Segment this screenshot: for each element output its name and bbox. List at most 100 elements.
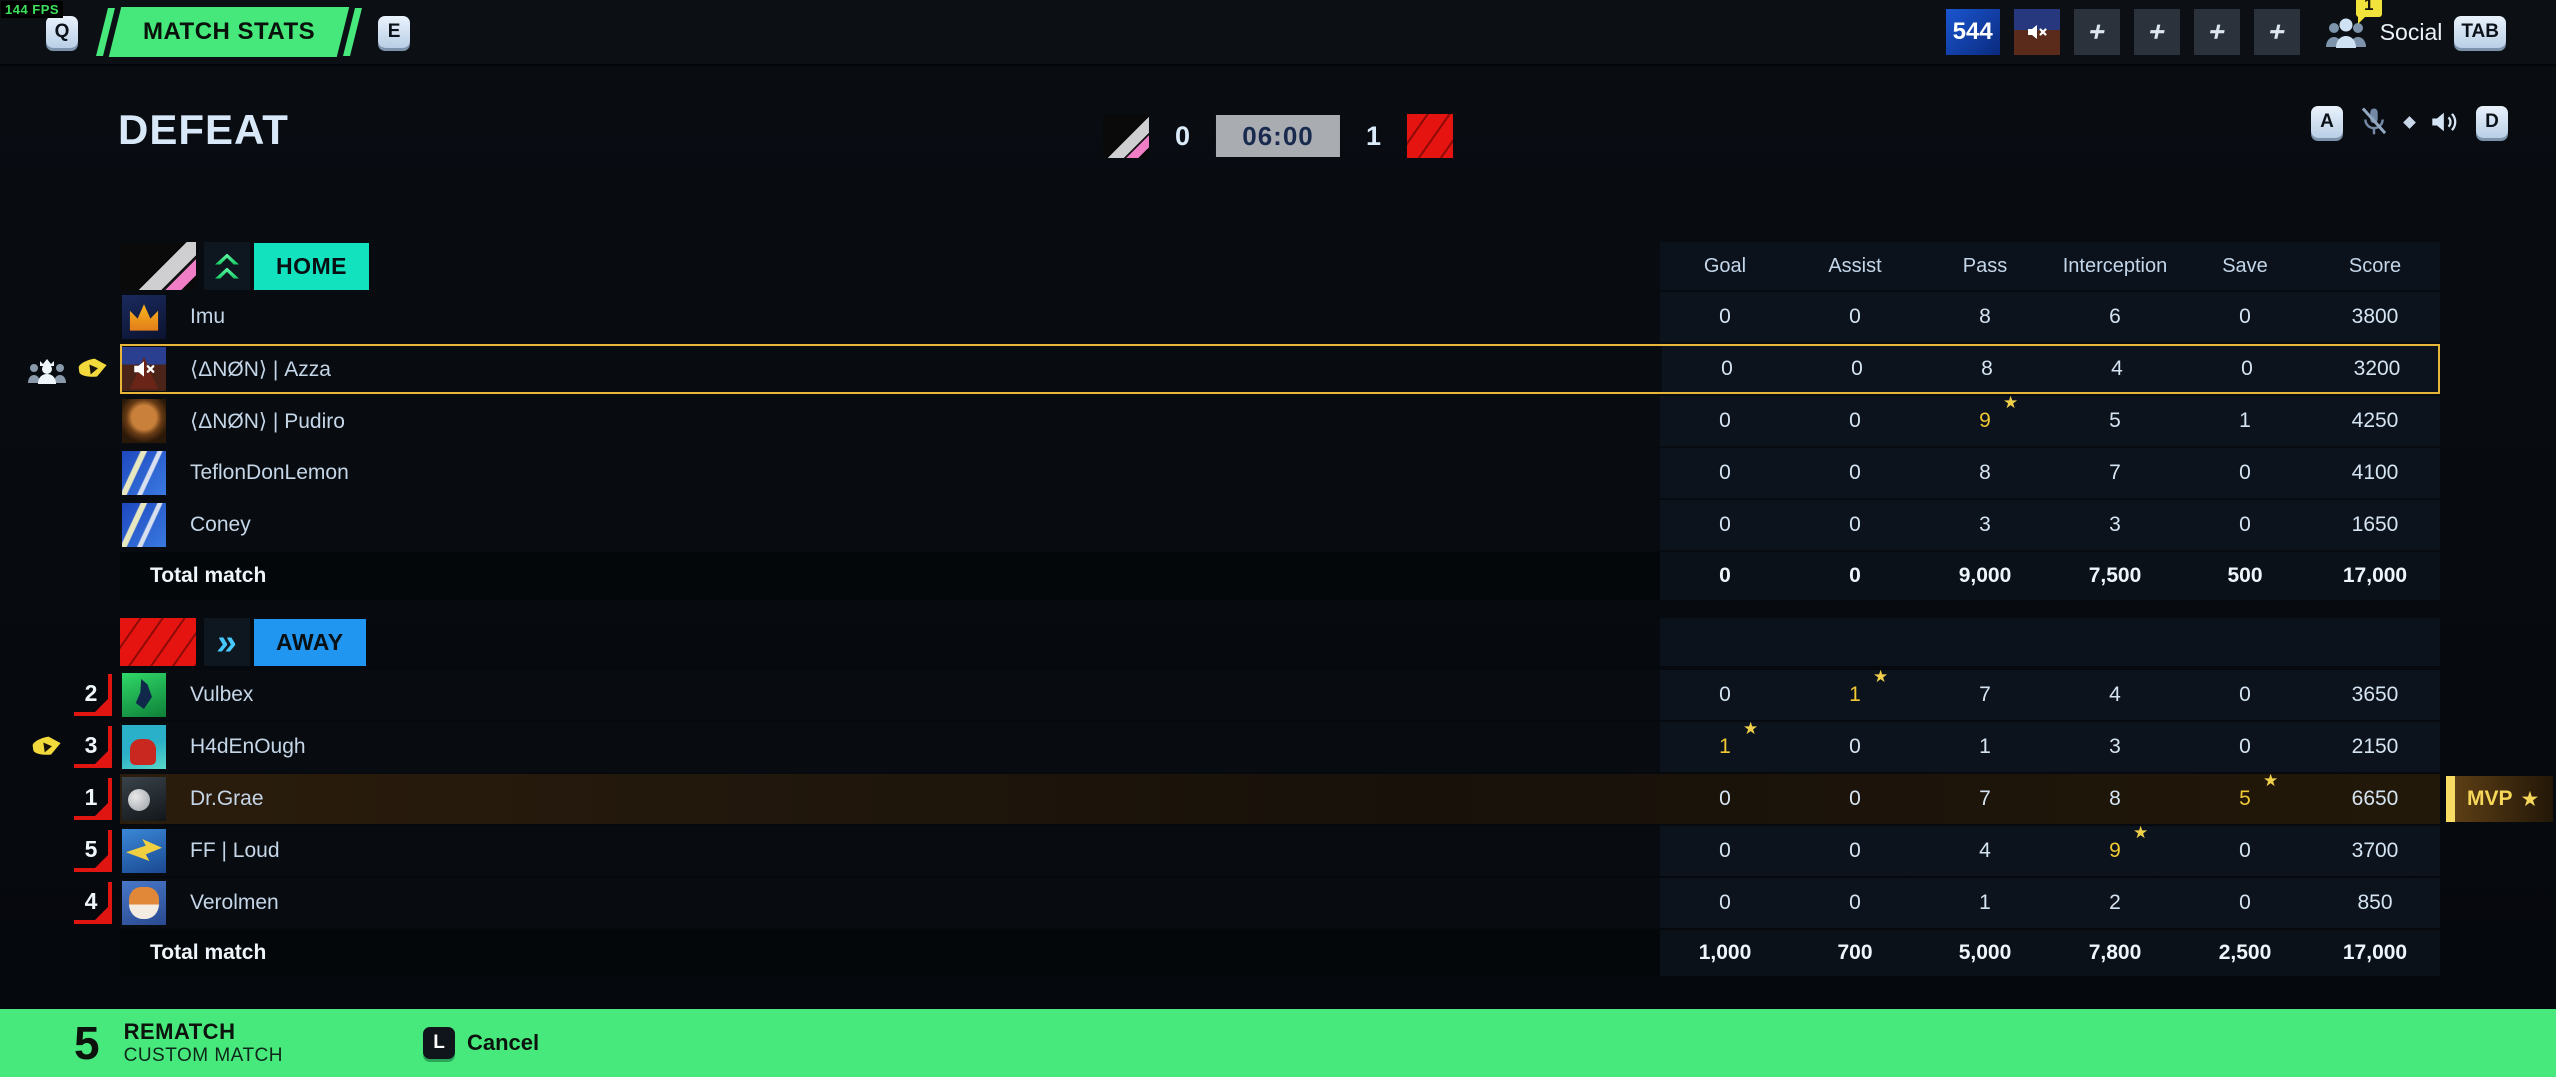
player-name: FF | Loud xyxy=(190,839,280,862)
party-member-avatar-muted[interactable] xyxy=(2013,9,2060,55)
stat-assist-best: 1 ★ xyxy=(1849,667,1889,706)
key-q[interactable]: Q xyxy=(46,16,78,48)
speaker-icon[interactable] xyxy=(2430,108,2460,136)
total-score: 17,000 xyxy=(2342,941,2408,964)
key-5[interactable]: 5 xyxy=(74,1017,100,1069)
stat-interception: 4 xyxy=(2109,683,2121,706)
footer-action-bar: 5 REMATCH CUSTOM MATCH L Cancel xyxy=(0,1009,2556,1077)
speaker-muted-icon xyxy=(122,347,166,391)
stat-score: 2150 xyxy=(2351,735,2399,758)
stat-assist: 0 xyxy=(1849,787,1861,810)
stat-score: 3650 xyxy=(2351,683,2399,706)
stat-assist: 0 xyxy=(1849,735,1861,758)
stat-goal: 0 xyxy=(1719,683,1731,706)
key-e[interactable]: E xyxy=(378,16,411,48)
key-a[interactable]: A xyxy=(2311,106,2343,138)
star-icon: ★ xyxy=(2133,823,2149,842)
avatar-pudiro-trophy xyxy=(122,399,166,443)
player-row-azza-selected[interactable]: ⟨ΔNØN⟩ | Azza 0 0 8 4 0 3200 xyxy=(28,344,2440,394)
stat-score: 850 xyxy=(2357,891,2393,914)
voice-horn-icon xyxy=(76,356,110,382)
stat-goal: 0 xyxy=(1719,787,1731,810)
party-score-tile: 544 xyxy=(1945,9,2000,55)
player-row-ffloud[interactable]: 5 FF | Loud 0 0 4 9 ★ 0 3700 xyxy=(74,823,2440,876)
tab-match-stats[interactable]: MATCH STATS xyxy=(96,7,363,57)
player-name: ⟨ΔNØN⟩ | Azza xyxy=(190,357,331,381)
player-name: Verolmen xyxy=(190,891,279,914)
player-name: Dr.Grae xyxy=(190,787,264,810)
stat-goal: 0 xyxy=(1719,891,1731,914)
key-l[interactable]: L xyxy=(423,1027,455,1059)
stat-save: 0 xyxy=(2239,735,2251,758)
stat-goal-best: 1 ★ xyxy=(1719,719,1759,758)
stat-save: 0 xyxy=(2239,513,2251,536)
player-name: ⟨ΔNØN⟩ | Pudiro xyxy=(190,409,345,433)
match-result-title: DEFEAT xyxy=(118,106,289,153)
rematch-button[interactable]: REMATCH CUSTOM MATCH xyxy=(124,1019,283,1067)
custom-match-label: CUSTOM MATCH xyxy=(123,1045,283,1066)
stat-save: 0 xyxy=(2239,461,2251,484)
away-team-rank-icon: » xyxy=(204,618,250,666)
mic-muted-icon[interactable] xyxy=(2359,106,2389,138)
stat-pass: 7 xyxy=(1979,787,1991,810)
stat-save: 1 xyxy=(2239,409,2251,432)
total-assist: 700 xyxy=(1837,941,1873,964)
avatar-azza-muted xyxy=(122,347,166,391)
away-team-section: » AWAY 2 Vulbex 0 1 ★ 7 4 0 xyxy=(32,618,2554,976)
cancel-label: Cancel xyxy=(467,1030,540,1055)
stat-goal: 0 xyxy=(1719,461,1731,484)
key-tab[interactable]: TAB xyxy=(2454,16,2506,48)
stat-goal: 0 xyxy=(1719,513,1731,536)
total-pass: 5,000 xyxy=(1958,941,2012,964)
scoreboard: 0 06:00 1 xyxy=(1102,114,1454,158)
away-team-header: » AWAY xyxy=(120,618,2440,666)
invite-slot-button-4[interactable]: + xyxy=(2253,9,2300,55)
player-row-coney[interactable]: Coney 0 0 3 3 0 1650 xyxy=(120,500,2440,550)
social-button[interactable]: 1 Social TAB xyxy=(2324,0,2506,49)
key-d[interactable]: D xyxy=(2476,106,2508,138)
star-icon: ★ xyxy=(2263,771,2279,790)
stat-score: 3200 xyxy=(2353,357,2401,380)
party-leader-icon xyxy=(27,353,67,385)
plus-icon: + xyxy=(2205,16,2229,47)
stat-goal: 0 xyxy=(1719,839,1731,862)
stat-pass: 3 xyxy=(1979,513,1991,536)
stat-pass-best: 9 ★ xyxy=(1979,393,2019,432)
player-row-vulbex[interactable]: 2 Vulbex 0 1 ★ 7 4 0 3650 xyxy=(74,667,2440,720)
player-row-verolmen[interactable]: 4 Verolmen 0 0 1 2 0 850 xyxy=(74,878,2440,928)
player-row-imu[interactable]: Imu 0 0 8 6 0 3800 xyxy=(120,292,2440,342)
star-icon: ★ xyxy=(2520,787,2540,811)
stat-assist: 0 xyxy=(1849,839,1861,862)
player-row-teflondonlemon[interactable]: TeflonDonLemon 0 0 8 7 0 4100 xyxy=(120,448,2440,498)
player-name: Coney xyxy=(190,513,251,536)
player-row-pudiro[interactable]: ⟨ΔNØN⟩ | Pudiro 0 0 9 ★ 5 1 4250 xyxy=(120,393,2440,446)
stat-interception: 5 xyxy=(2109,409,2121,432)
player-row-h4denough[interactable]: 3 H4dEnOugh 1 ★ 0 1 3 0 2150 xyxy=(32,719,2440,772)
plus-icon: + xyxy=(2145,16,2169,47)
stat-goal: 0 xyxy=(1721,357,1733,380)
stat-save: 0 xyxy=(2239,305,2251,328)
away-team-logo xyxy=(1407,114,1454,158)
total-score: 17,000 xyxy=(2342,564,2408,587)
column-header-goal: Goal xyxy=(1703,254,1747,277)
cancel-button[interactable]: L Cancel xyxy=(423,1027,539,1059)
avatar-drgrae-goal-net xyxy=(122,777,166,821)
stat-pass: 8 xyxy=(1979,305,1991,328)
stat-score: 4100 xyxy=(2351,461,2399,484)
avatar-coney-birds xyxy=(122,503,166,547)
stat-interception: 4 xyxy=(2111,357,2123,380)
invite-slot-button-2[interactable]: + xyxy=(2133,9,2180,55)
stat-interception: 2 xyxy=(2109,891,2121,914)
stat-assist: 0 xyxy=(1849,461,1861,484)
tab-match-stats-label: MATCH STATS xyxy=(143,18,316,45)
stat-goal: 0 xyxy=(1719,305,1731,328)
invite-slot-button-1[interactable]: + xyxy=(2073,9,2120,55)
stat-pass: 8 xyxy=(1981,357,1993,380)
total-save: 500 xyxy=(2227,564,2263,587)
voice-controls: A D xyxy=(2311,106,2508,138)
player-row-drgrae-mvp[interactable]: 1 Dr.Grae 0 0 7 8 5 ★ 6650 MVP ★ xyxy=(74,771,2554,824)
stat-score: 6650 xyxy=(2351,787,2399,810)
plus-icon: + xyxy=(2085,16,2109,47)
invite-slot-button-3[interactable]: + xyxy=(2193,9,2240,55)
home-total-row: Total match 0 0 9,000 7,500 500 17,000 xyxy=(120,552,2440,600)
